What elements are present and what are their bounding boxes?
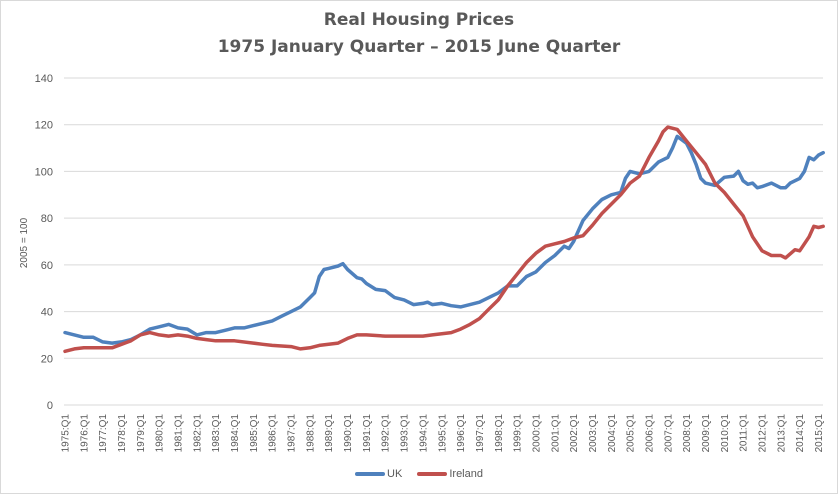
x-tick-label: 2002:Q1 — [569, 414, 580, 453]
x-tick-label: 1986:Q1 — [268, 414, 279, 453]
y-tick-label: 0 — [47, 400, 53, 412]
x-tick-label: 2014:Q1 — [795, 414, 806, 453]
legend-swatch-uk — [355, 472, 385, 476]
chart-subtitle: 1975 January Quarter – 2015 June Quarter — [217, 37, 621, 57]
x-tick-label: 2006:Q1 — [644, 414, 655, 453]
x-tick-label: 1975:Q1 — [61, 414, 72, 453]
x-tick-label: 1999:Q1 — [513, 414, 524, 453]
x-tick-label: 1981:Q1 — [174, 414, 185, 453]
y-tick-label: 80 — [41, 213, 53, 225]
x-tick-label: 1984:Q1 — [230, 414, 241, 453]
x-tick-label: 1996:Q1 — [456, 414, 467, 453]
legend-label-ireland: Ireland — [449, 468, 483, 480]
x-tick-label: 1979:Q1 — [136, 414, 147, 453]
legend-item-ireland: Ireland — [417, 468, 483, 480]
y-tick-label: 100 — [35, 166, 53, 178]
series-line-ireland — [63, 125, 825, 354]
x-tick-label: 2008:Q1 — [682, 414, 693, 453]
y-axis-label: 2005 = 100 — [19, 217, 30, 268]
y-tick-label: 140 — [35, 73, 53, 85]
x-tick-label: 2012:Q1 — [757, 414, 768, 453]
x-tick-label: 2004:Q1 — [607, 414, 618, 453]
x-tick-label: 2001:Q1 — [550, 414, 561, 453]
x-tick-label: 1989:Q1 — [324, 414, 335, 453]
x-tick-label: 1978:Q1 — [117, 414, 128, 453]
x-tick-label: 1985:Q1 — [249, 414, 260, 453]
x-tick-label: 2013:Q1 — [776, 414, 787, 453]
series-lines — [63, 125, 825, 354]
x-tick-label: 1993:Q1 — [400, 414, 411, 453]
y-tick-label: 20 — [41, 353, 53, 365]
x-tick-label: 2003:Q1 — [588, 414, 599, 453]
x-tick-label: 1987:Q1 — [287, 414, 298, 453]
x-tick-label: 1977:Q1 — [98, 414, 109, 453]
x-tick-label: 1990:Q1 — [343, 414, 354, 453]
x-tick-label: 1992:Q1 — [381, 414, 392, 453]
x-tick-label: 1995:Q1 — [437, 414, 448, 453]
x-tick-label: 2007:Q1 — [663, 414, 674, 453]
series-line-uk — [63, 134, 825, 345]
x-tick-label: 2011:Q1 — [739, 414, 750, 452]
x-tick-label: 1982:Q1 — [192, 414, 203, 453]
chart-title: Real Housing Prices — [323, 10, 515, 30]
x-tick-label: 1998:Q1 — [494, 414, 505, 453]
y-tick-label: 120 — [35, 120, 53, 132]
x-tick-label: 1976:Q1 — [79, 414, 90, 453]
y-tick-label: 40 — [41, 307, 53, 319]
x-tick-label: 1983:Q1 — [211, 414, 222, 453]
x-tick-label: 1991:Q1 — [362, 414, 373, 453]
x-axis-ticks: 1975:Q1 1976:Q1 1977:Q1 1978:Q1 1979:Q1 1980:… — [61, 414, 826, 453]
x-tick-label: 1988:Q1 — [305, 414, 316, 453]
x-tick-label: 1994:Q1 — [418, 414, 429, 453]
x-tick-label: 2009:Q1 — [701, 414, 712, 453]
legend-label-uk: UK — [387, 468, 403, 480]
y-axis-ticks: 0 20 40 60 80 100 120 140 — [35, 73, 53, 412]
x-tick-label: 2015:Q1 — [814, 414, 825, 453]
gridlines — [64, 77, 823, 406]
x-tick-label: 2010:Q1 — [720, 414, 731, 453]
legend-item-uk: UK — [355, 468, 402, 480]
x-tick-label: 1997:Q1 — [475, 414, 486, 453]
legend: UK Ireland — [0, 467, 838, 480]
legend-swatch-ireland — [417, 472, 448, 476]
x-tick-label: 1980:Q1 — [155, 414, 166, 453]
x-tick-label: 2005:Q1 — [626, 414, 637, 453]
y-tick-label: 60 — [41, 260, 53, 272]
x-tick-label: 2000:Q1 — [531, 414, 542, 453]
